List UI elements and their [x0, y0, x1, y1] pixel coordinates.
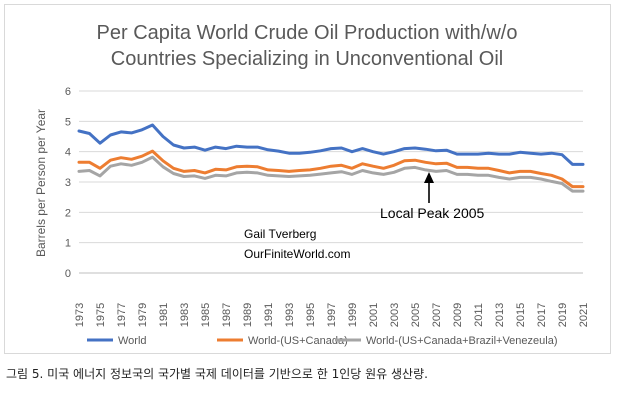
- x-tick-label: 2003: [389, 303, 401, 327]
- x-tick-label: 1993: [284, 303, 296, 327]
- x-tick-label: 1973: [74, 303, 86, 327]
- y-tick-label: 5: [65, 116, 71, 128]
- x-tick-label: 1975: [95, 303, 107, 327]
- chart-title-line-2: Countries Specializing in Unconventional…: [111, 48, 503, 70]
- x-tick-label: 1999: [347, 303, 359, 327]
- x-tick-label: 2015: [515, 303, 527, 327]
- x-tick-label: 2005: [410, 303, 422, 327]
- x-tick-label: 2007: [431, 303, 443, 327]
- chart-frame: Per Capita World Crude Oil Production wi…: [4, 4, 611, 354]
- series-line-2: [77, 155, 585, 193]
- x-tick-label: 2021: [578, 303, 590, 327]
- series-line-1: [77, 149, 585, 189]
- chart-title-line-1: Per Capita World Crude Oil Production wi…: [97, 22, 518, 44]
- y-axis-ticks: 0 1 2 3 4 5 6: [65, 86, 71, 280]
- y-tick-label: 0: [65, 268, 71, 280]
- x-tick-label: 1989: [242, 303, 254, 327]
- legend-label: World-(US+Canada): [248, 335, 348, 347]
- legend-label: World: [118, 335, 147, 347]
- y-axis-title: Barrels per Person per Year: [34, 109, 48, 257]
- annotation-author: Gail Tverberg: [244, 227, 316, 241]
- x-tick-label: 1995: [305, 303, 317, 327]
- x-tick-label: 2001: [368, 303, 380, 327]
- y-tick-label: 1: [65, 238, 71, 250]
- x-tick-label: 1997: [326, 303, 338, 327]
- annotation-website: OurFiniteWorld.com: [244, 247, 350, 261]
- y-tick-label: 6: [65, 86, 71, 98]
- series-lines: [77, 123, 585, 193]
- x-tick-label: 1983: [179, 303, 191, 327]
- x-tick-label: 2017: [536, 303, 548, 327]
- gridlines: [79, 90, 583, 274]
- x-tick-label: 1981: [158, 303, 170, 327]
- x-tick-label: 1979: [137, 303, 149, 327]
- x-tick-label: 1985: [200, 303, 212, 327]
- series-line-0: [77, 123, 585, 166]
- x-tick-label: 2009: [452, 303, 464, 327]
- x-tick-label: 1977: [116, 303, 128, 327]
- x-axis-ticks: 1973 1975 1977 1979 1981 1983 1985 1987 1989 1991…: [74, 303, 590, 327]
- y-tick-label: 3: [65, 177, 71, 189]
- annotation-arrow-head: [424, 172, 434, 183]
- y-tick-label: 4: [65, 147, 71, 159]
- legend-label: World-(US+Canada+Brazil+Venezeula): [366, 335, 558, 347]
- line-chart: Per Capita World Crude Oil Production wi…: [34, 22, 590, 347]
- y-tick-label: 2: [65, 207, 71, 219]
- x-tick-label: 2019: [557, 303, 569, 327]
- x-tick-label: 1987: [221, 303, 233, 327]
- annotation-local-peak: Local Peak 2005: [380, 205, 485, 221]
- legend: World World-(US+Canada) World-(US+Canada+B…: [87, 335, 558, 347]
- x-tick-label: 2013: [494, 303, 506, 327]
- figure-caption: 그림 5. 미국 에너지 정보국의 국가별 국제 데이터를 기반으로 한 1인당…: [6, 367, 428, 381]
- x-tick-label: 1991: [263, 303, 275, 327]
- x-tick-label: 2011: [473, 303, 485, 327]
